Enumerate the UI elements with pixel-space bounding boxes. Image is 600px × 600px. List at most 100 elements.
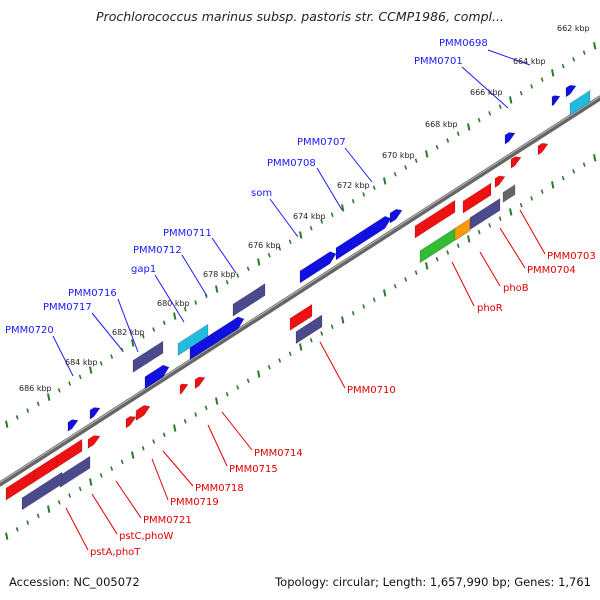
gene-label-pmm0718[interactable]: PMM0718	[195, 483, 244, 494]
gene-pmm0707	[299, 251, 337, 284]
gene-label-phob[interactable]: phoB	[503, 283, 529, 294]
forward-gene-labels: PMM0698 PMM0701 PMM0707 PMM0708 som PMM0…	[5, 38, 488, 336]
gene-pmm0708	[335, 215, 392, 261]
tick-mark	[152, 439, 156, 444]
leader-line	[65, 507, 89, 551]
leader-line	[211, 237, 237, 274]
tick-mark	[425, 262, 429, 270]
gene-label-pmm0710[interactable]: PMM0710	[347, 385, 396, 396]
gene-label-pmm0711[interactable]: PMM0711	[163, 228, 212, 239]
gene-pmm0717	[132, 340, 164, 373]
tick-mark	[572, 169, 576, 174]
gene-label-pmm0714[interactable]: PMM0714	[254, 448, 303, 459]
map-title: Prochlorococcus marinus subsp. pastoris …	[96, 9, 504, 24]
tick-mark	[362, 304, 366, 309]
gene-label-pmm0716[interactable]: PMM0716	[68, 288, 117, 299]
tick-mark	[99, 473, 103, 478]
tick-mark	[68, 381, 72, 386]
gene-label-pmm0720[interactable]: PMM0720	[5, 325, 54, 336]
gene-label-pmm0712[interactable]: PMM0712	[133, 245, 182, 256]
tick-mark	[15, 527, 19, 532]
tick-label-676: 676 kbp	[248, 241, 281, 250]
gene-label-som[interactable]: som	[251, 188, 272, 199]
tick-mark	[26, 520, 30, 525]
gene-label-psta-phot[interactable]: pstA,phoT	[90, 547, 141, 558]
tick-mark	[477, 117, 481, 123]
tick-mark	[267, 253, 271, 258]
gene-pmm0704-part-bevel	[455, 215, 473, 229]
gene-rev-small-b	[510, 156, 522, 169]
tick-mark	[383, 289, 387, 297]
gene-label-pmm0707[interactable]: PMM0707	[297, 137, 346, 148]
gene-label-phor[interactable]: phoR	[477, 303, 503, 314]
leader-line	[269, 198, 299, 238]
tick-mark	[351, 198, 355, 204]
tick-mark	[215, 397, 219, 405]
gene-pmm0717-bevel	[133, 338, 166, 361]
gene-label-pmm0698[interactable]: PMM0698	[439, 38, 488, 49]
tick-mark	[393, 283, 397, 289]
tick-mark	[288, 351, 292, 357]
gene-pstC-bevel	[56, 436, 85, 456]
tick-mark	[309, 337, 313, 343]
gene-grey-small-bevel	[503, 181, 518, 193]
gene-features[interactable]	[5, 78, 593, 511]
label-leader-lines	[52, 49, 546, 551]
gene-pmm0714-bevel	[195, 370, 208, 380]
tick-mark	[194, 300, 198, 305]
tick-mark	[341, 204, 345, 212]
gene-label-pstc-phow[interactable]: pstC,phoW	[119, 531, 173, 542]
gene-fwd-small-a	[389, 208, 403, 224]
gene-pmm0715-bevel	[180, 377, 191, 386]
tick-mark	[57, 500, 61, 505]
reverse-gene-labels: PMM0703 PMM0704 phoB phoR PMM0710 PMM071…	[90, 251, 596, 558]
leader-line	[451, 261, 475, 307]
gene-gap1	[232, 282, 266, 317]
gene-fwd-small-b	[504, 132, 516, 145]
gene-label-gap1[interactable]: gap1	[131, 264, 156, 275]
gene-label-pmm0701[interactable]: PMM0701	[414, 56, 463, 67]
gene-label-pmm0721[interactable]: PMM0721	[143, 515, 192, 526]
genome-backbone	[0, 95, 600, 487]
tick-mark	[330, 324, 334, 329]
gene-label-pmm0704[interactable]: PMM0704	[527, 265, 576, 276]
lower-tick-track	[5, 154, 597, 540]
gene-cyan-a-bevel	[178, 321, 211, 344]
gene-label-pmm0719[interactable]: PMM0719	[170, 497, 219, 508]
gene-pstC-b-bevel	[33, 452, 60, 471]
tick-label-678: 678 kbp	[203, 270, 236, 279]
gene-pstA	[5, 469, 35, 501]
gene-pmm0710	[289, 303, 313, 331]
tick-mark	[488, 111, 492, 116]
gene-label-pmm0703[interactable]: PMM0703	[547, 251, 596, 262]
tick-label-672: 672 kbp	[337, 181, 370, 190]
gene-label-pmm0715[interactable]: PMM0715	[229, 464, 278, 475]
tick-mark	[162, 320, 166, 326]
accession-text: Accession: NC_005072	[9, 575, 140, 589]
gene-fwd-small-f-bevel	[90, 400, 103, 411]
tick-label-674: 674 kbp	[293, 212, 326, 221]
tick-mark	[572, 57, 576, 62]
gene-pmm0716-bevel	[145, 358, 172, 377]
tick-mark	[309, 225, 313, 231]
tick-mark	[131, 451, 135, 459]
tick-mark	[393, 171, 397, 177]
tick-mark	[215, 285, 219, 293]
leader-line	[162, 450, 194, 487]
gene-label-pmm0708[interactable]: PMM0708	[267, 158, 316, 169]
leader-line	[461, 66, 509, 109]
gene-pmm0708-bevel	[336, 209, 394, 248]
tick-mark	[351, 310, 355, 316]
tick-mark	[278, 358, 282, 363]
tick-mark	[194, 412, 198, 417]
tick-mark	[404, 165, 408, 170]
tick-mark	[236, 385, 240, 390]
gene-pmm0719-bevel	[126, 409, 139, 419]
tick-mark	[446, 250, 450, 255]
tick-mark	[173, 312, 177, 320]
upper-tick-track	[5, 42, 597, 428]
leader-line	[115, 480, 142, 519]
gene-label-pmm0717[interactable]: PMM0717	[43, 302, 92, 313]
gene-psta-bar-b-bevel	[22, 469, 65, 498]
gene-pmm0718-bevel	[136, 398, 153, 411]
